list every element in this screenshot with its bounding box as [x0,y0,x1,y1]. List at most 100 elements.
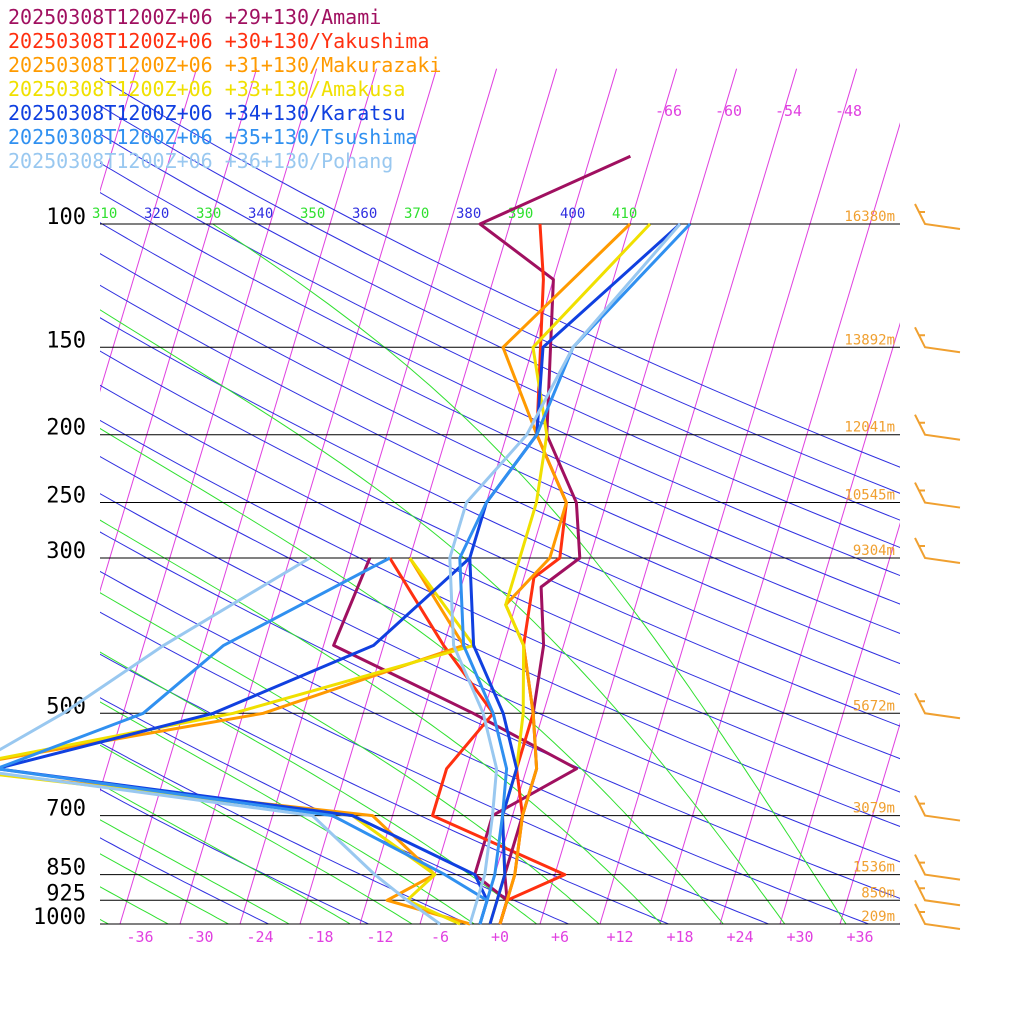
legend-entry: 20250308T1200Z+06 +29+130/Amami [8,5,381,29]
wind-barb [914,903,961,930]
theta-label: 400 [560,206,585,222]
height-label: 1536m [853,860,895,876]
isotherm-label: -60 [715,102,742,120]
moist-adiabat-line [100,427,724,924]
temperature-line [478,154,632,925]
pressure-label: 1000 [33,905,86,930]
temperature-line [448,223,682,925]
dry-adiabat-line [100,419,900,793]
legend-entry: 20250308T1200Z+06 +33+130/Amakusa [8,77,405,101]
pressure-label: 500 [46,694,86,719]
moist-adiabat-line [100,701,476,924]
height-label: 12041m [844,420,895,436]
isotherm-line [299,68,558,924]
x-tick-label: +36 [846,928,873,946]
isotherm-line [179,68,438,924]
x-tick-label: -6 [431,928,449,946]
dry-adiabat-line [100,697,570,924]
isotherm-line [599,68,858,924]
height-label: 13892m [844,332,895,348]
wind-barb [914,692,961,720]
isotherm-line [119,68,378,924]
isotherm-line [100,68,198,393]
isotherm-line [419,68,678,924]
wind-barb [914,482,961,509]
pressure-label: 700 [46,797,86,822]
theta-label: 330 [196,206,221,222]
dry-adiabat-line [100,531,900,899]
moist-adiabat-line [100,651,538,924]
legend-entry: 20250308T1200Z+06 +36+130/Pohang [8,149,393,173]
dry-adiabat-line [100,384,900,760]
dry-adiabat-line [100,611,770,924]
isotherm-line [659,122,900,924]
wind-barb [914,414,961,441]
wind-barb [914,879,961,907]
wind-barbs [914,203,961,930]
x-tick-label: +30 [786,928,813,946]
sounding-series [0,154,692,926]
wind-barb [914,203,961,230]
wind-barb [914,537,961,564]
isotherm-line [359,68,618,924]
moist-adiabat-line [100,783,352,924]
pressure-label: 150 [46,328,86,353]
height-label: 9304m [853,543,895,559]
dry-adiabat-line [100,493,900,863]
dry-adiabat-line [100,350,900,727]
x-tick-label: -30 [186,928,213,946]
x-tick-label: +0 [491,928,509,946]
height-label: 5672m [853,698,895,714]
legend-entry: 20250308T1200Z+06 +31+130/Makurazaki [8,53,441,77]
legend-entry: 20250308T1200Z+06 +30+130/Yakushima [8,29,429,53]
moist-adiabat-lines [100,223,847,924]
x-tick-label: -24 [246,928,273,946]
dewpoint-line [0,556,441,926]
height-label: 16380m [844,209,895,225]
pressure-label: 850 [46,856,86,881]
theta-labels: 310 320 330 340 350 360 370 380 390 400 410 [92,206,637,222]
dry-adiabat-line [100,105,900,494]
height-label: 850m [861,885,895,901]
moist-adiabat-line [100,853,230,924]
dewpoint-line [332,557,579,925]
legend-entry: 20250308T1200Z+06 +35+130/Tsushima [8,125,417,149]
isotherm-labels: -66 -60 -54 -48 [655,102,862,120]
isotherm-line [239,68,498,924]
theta-label: 320 [144,206,169,222]
wind-barb [914,854,961,881]
pressure-label: 300 [46,539,86,564]
pressure-label: 250 [46,484,86,509]
wind-barb [914,326,961,354]
dry-adiabat-line [100,191,900,577]
dry-adiabat-line [100,455,900,827]
moist-adiabat-line [100,309,786,924]
height-label: 209m [861,909,895,925]
temperature-line [488,222,652,925]
dry-adiabat-line [100,317,900,696]
x-tick-labels: -36 -30 -24 -18 -12 -6 +0 +6 +12 +18 +24 +30 +36 [126,928,873,946]
wind-barb [914,795,961,822]
moist-adiabat-line [100,886,170,924]
moist-adiabat-line [100,819,291,924]
theta-label: 340 [248,206,273,222]
dry-adiabat-line [100,653,670,924]
x-tick-label: +6 [551,928,569,946]
isotherm-line [100,68,258,593]
temperature-line [458,222,692,925]
temperature-line [468,222,682,925]
isotherm-line [0,69,17,924]
dry-adiabat-line [100,253,900,634]
theta-label: 310 [92,206,117,222]
height-label: 10545m [844,488,895,504]
pressure-label: 200 [46,416,86,441]
dry-adiabat-line [100,570,870,924]
isotherm-line [899,922,900,924]
theta-label: 380 [456,206,481,222]
dry-adiabat-line [100,837,270,924]
isotherm-line [719,322,900,924]
isotherm-line [779,522,900,924]
x-tick-label: +12 [606,928,633,946]
legend-entry: 20250308T1200Z+06 +34+130/Karatsu [8,101,405,125]
